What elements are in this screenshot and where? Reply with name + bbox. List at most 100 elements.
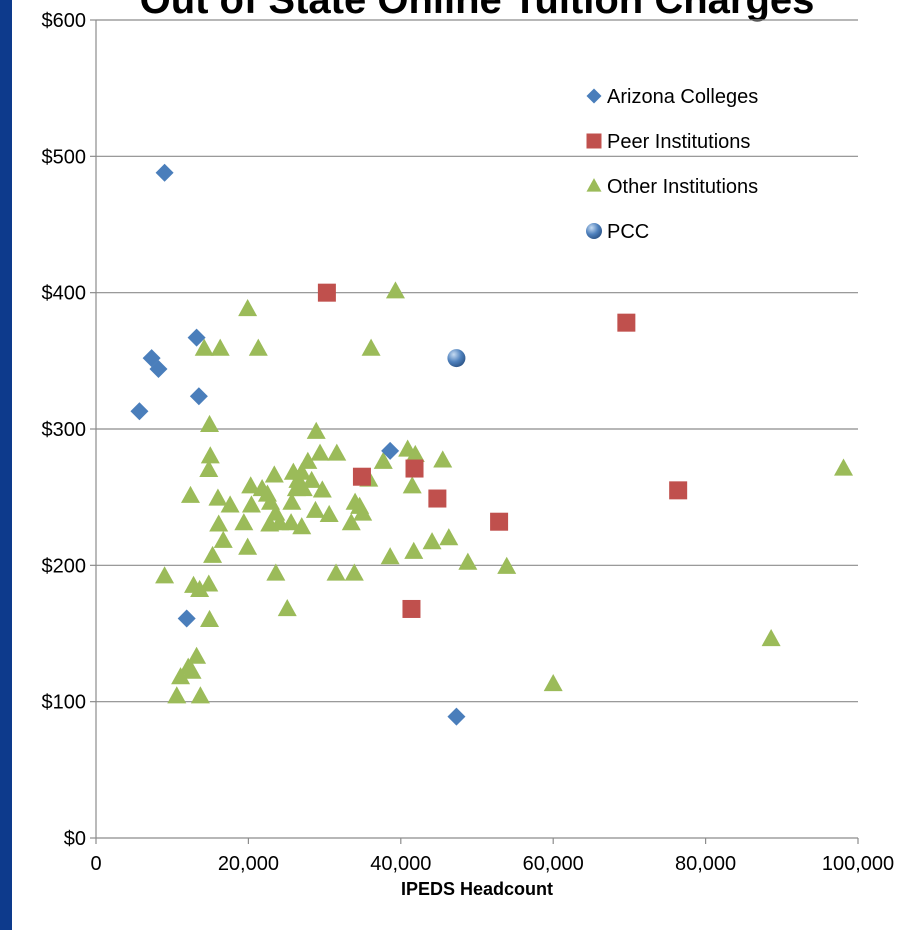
data-point — [543, 673, 563, 692]
legend-marker — [586, 178, 602, 192]
data-point — [404, 541, 424, 559]
data-point — [341, 513, 361, 531]
data-point — [292, 517, 312, 535]
data-point — [381, 441, 400, 460]
x-axis-label: IPEDS Headcount — [401, 879, 553, 899]
data-point — [305, 500, 325, 518]
legend: Arizona Colleges Peer Institutions Other I… — [586, 86, 758, 243]
slide-side-bar — [0, 0, 12, 930]
series-arizona-colleges — [130, 163, 466, 726]
data-point — [190, 579, 210, 597]
legend-item: Peer Institutions — [586, 131, 750, 153]
data-point — [149, 360, 168, 379]
legend-marker — [586, 223, 602, 239]
data-point — [238, 537, 258, 555]
data-point — [194, 338, 214, 356]
chart-title: Out of State Online Tuition Charges — [139, 0, 815, 22]
data-point — [405, 459, 424, 478]
data-point — [155, 566, 175, 584]
series-pcc — [447, 349, 466, 368]
legend-item: Arizona Colleges — [586, 86, 758, 108]
data-point — [248, 338, 268, 356]
data-point — [293, 479, 313, 497]
data-point — [490, 512, 509, 531]
data-point — [203, 545, 223, 563]
legend-item: Other Institutions — [586, 176, 758, 198]
data-point — [761, 628, 781, 647]
data-point — [361, 338, 381, 356]
data-point — [187, 328, 206, 347]
x-tick-label: 80,000 — [675, 853, 736, 875]
y-tick-label: $300 — [42, 419, 87, 441]
data-point — [180, 485, 200, 503]
data-point — [241, 495, 261, 513]
grid-layer — [96, 19, 858, 703]
data-point — [199, 459, 219, 478]
data-point — [497, 556, 517, 574]
legend-label: Other Institutions — [607, 176, 758, 198]
y-tick-label: $100 — [42, 692, 87, 714]
data-point — [200, 446, 220, 464]
legend-item: PCC — [586, 221, 649, 243]
data-point — [669, 481, 688, 500]
data-point — [433, 450, 453, 468]
legend-label: Peer Institutions — [607, 131, 750, 153]
data-point — [402, 476, 422, 494]
data-point — [238, 299, 258, 317]
data-point — [834, 458, 854, 476]
data-point — [234, 513, 254, 531]
x-tick-label: 60,000 — [523, 853, 584, 875]
data-point — [422, 532, 442, 550]
data-point — [189, 387, 208, 406]
data-point — [319, 504, 339, 523]
data-point — [317, 283, 336, 302]
data-point — [277, 598, 297, 617]
data-point — [155, 163, 174, 182]
data-point — [208, 488, 228, 506]
data-point — [171, 667, 191, 685]
legend-label: Arizona Colleges — [607, 86, 758, 108]
data-point — [327, 443, 347, 461]
series-peer-institutions — [317, 283, 688, 618]
axis-layer: $0 $100 $200 $300 $400 $500 $600 0 20,000 40,000 6… — [42, 10, 895, 899]
x-tick-label: 40,000 — [370, 853, 431, 875]
data-point — [182, 661, 202, 679]
data-point — [177, 609, 196, 628]
y-tick-label: $0 — [64, 828, 86, 850]
data-point — [306, 421, 326, 439]
data-point — [385, 281, 405, 299]
data-point — [458, 552, 478, 570]
x-tick-label: 0 — [90, 853, 101, 875]
data-point — [264, 465, 284, 483]
data-point — [209, 514, 229, 532]
data-point — [281, 513, 301, 531]
data-point — [352, 467, 371, 486]
legend-label: PCC — [607, 221, 649, 243]
data-point — [326, 563, 346, 581]
data-point — [213, 530, 233, 548]
data-point — [292, 462, 312, 480]
y-tick-label: $500 — [42, 146, 87, 168]
data-point — [187, 646, 207, 664]
data-point — [130, 402, 149, 421]
y-tick-label: $200 — [42, 555, 87, 577]
data-point — [447, 349, 466, 368]
data-point — [190, 686, 210, 704]
data-point — [220, 495, 240, 513]
y-tick-label: $600 — [42, 10, 87, 32]
data-point — [298, 451, 318, 469]
data-point — [312, 480, 332, 498]
data-point — [210, 338, 230, 356]
x-tick-label: 100,000 — [822, 853, 894, 875]
data-point — [439, 528, 459, 546]
data-point — [428, 489, 447, 508]
series-other-institutions — [155, 281, 854, 704]
data-point — [310, 443, 330, 461]
data-point — [260, 514, 280, 532]
data-point — [282, 492, 302, 510]
data-point — [344, 563, 364, 581]
data-point — [447, 707, 466, 726]
legend-marker — [586, 88, 602, 104]
data-point — [373, 451, 393, 469]
data-point — [200, 609, 220, 627]
